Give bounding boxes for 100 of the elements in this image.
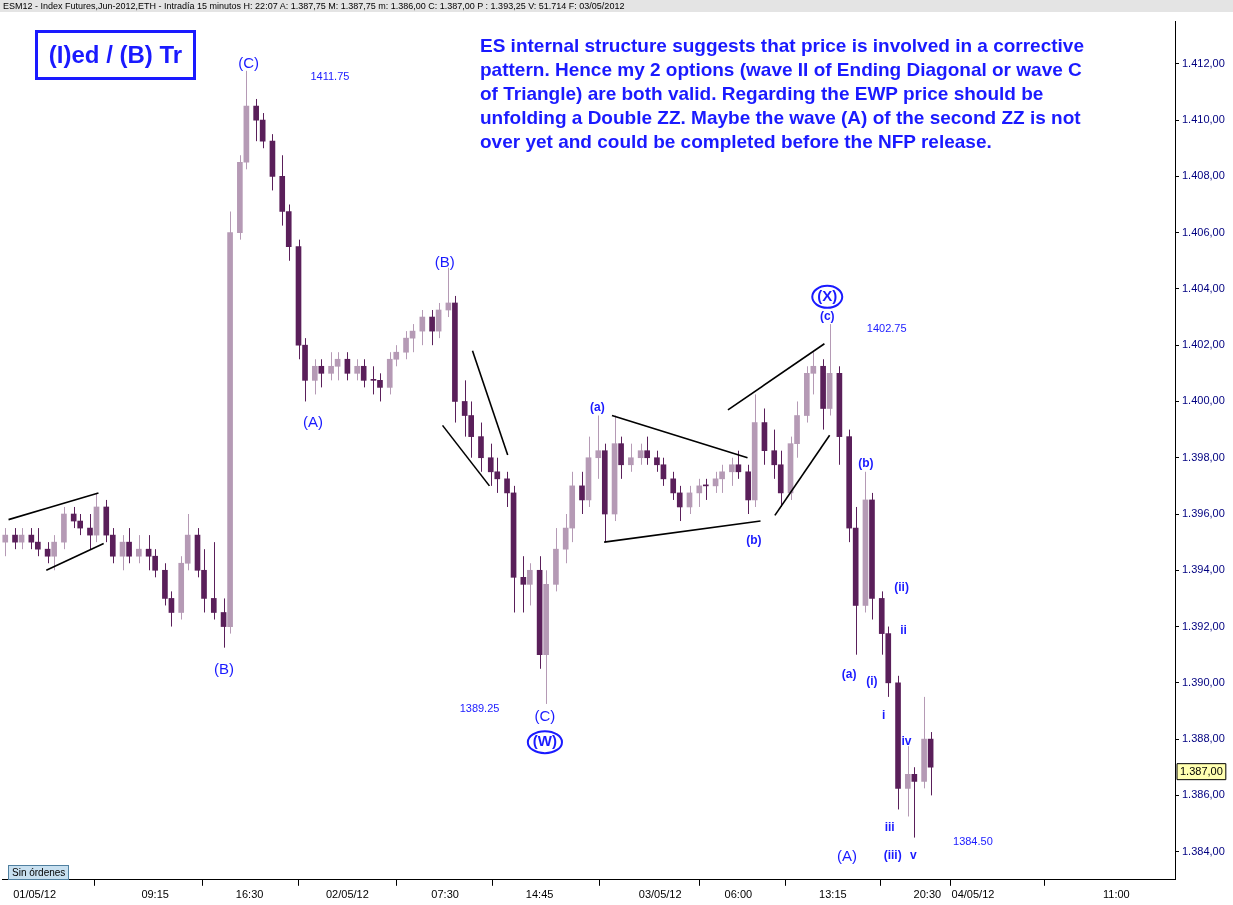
annotation: 1402.75 — [866, 322, 907, 335]
candlestick — [2, 527, 9, 557]
candlestick — [119, 534, 126, 571]
candlestick — [419, 309, 426, 346]
y-tick-label: 1.386,00 — [1182, 788, 1225, 801]
y-tick-label: 1.402,00 — [1182, 338, 1225, 351]
annotation: iii — [884, 820, 895, 835]
candlestick — [562, 513, 569, 564]
text: 1.387,00 — [1180, 764, 1223, 777]
annotation: 1411.75 — [310, 69, 350, 82]
x-tick-label: 13:15 — [819, 888, 847, 901]
candlestick — [311, 358, 318, 395]
y-tick-label: 1.400,00 — [1182, 394, 1225, 407]
x-tick-label: 14:45 — [525, 888, 554, 901]
x-tick-label: 04/05/12 — [951, 888, 995, 901]
x-tick-label: 03/05/12 — [638, 888, 682, 901]
y-tick-label: 1.398,00 — [1182, 450, 1225, 463]
candlestick — [77, 513, 84, 536]
annotation: ii — [900, 623, 907, 638]
annotation: (X) — [817, 286, 838, 304]
candlestick — [676, 485, 683, 522]
candlestick — [126, 527, 132, 564]
annotation: (i) — [866, 673, 878, 688]
candlestick — [354, 358, 360, 381]
x-tick-label: 01/05/12 — [13, 888, 56, 901]
x-tick-label: 11:00 — [1102, 888, 1130, 901]
candlestick — [220, 597, 227, 649]
annotation: (B) — [213, 659, 234, 677]
candlestick — [360, 358, 367, 388]
candlestick — [644, 436, 650, 466]
text: (I)ed / (B) Tr — [35, 30, 196, 80]
candlestick — [527, 562, 533, 606]
candlestick — [595, 415, 602, 480]
candlestick — [70, 506, 77, 529]
annotation: (b) — [746, 532, 762, 547]
annotation: i — [882, 707, 886, 722]
x-tick-label: 07:30 — [431, 888, 459, 901]
candlestick — [12, 527, 18, 550]
x-tick-label: 09:15 — [141, 888, 169, 901]
candlestick — [403, 330, 409, 360]
annotation: 1384.50 — [953, 835, 993, 848]
y-tick-label: 1.406,00 — [1182, 225, 1225, 238]
candlestick — [44, 541, 51, 564]
candlestick — [618, 436, 624, 480]
candlestick — [210, 541, 217, 621]
annotation: (W) — [532, 732, 557, 750]
y-tick-label: 1.390,00 — [1182, 675, 1225, 688]
candlestick — [735, 450, 742, 480]
candlestick — [729, 457, 735, 487]
candlestick — [696, 478, 703, 508]
y-tick-label: 1.388,00 — [1182, 732, 1225, 745]
candlestick — [51, 534, 57, 571]
y-tick-label: 1.410,00 — [1182, 113, 1225, 126]
candlestick — [344, 351, 351, 381]
y-tick-label: 1.408,00 — [1182, 169, 1225, 182]
annotation: (C) — [534, 706, 556, 724]
x-tick-label: 02/05/12 — [325, 888, 369, 901]
x-tick-label: 20:30 — [913, 888, 942, 901]
y-tick-label: 1.394,00 — [1182, 563, 1225, 576]
annotation: (b) — [858, 456, 874, 471]
candlestick — [670, 471, 677, 501]
candlestick — [911, 766, 918, 839]
candlestick — [318, 358, 325, 388]
annotation: ES internal structure suggests that price is involved in a corrective pattern. Hence my 2 options (wave II of Ending Diagonal or wave C of Triangle) are both valid. Regarding the EWP price should be unfolding a Double ZZ. Maybe the wave (A) of the second ZZ is not over yet and could be completed before the NFP release. — [480, 34, 1085, 154]
annotation: (a) — [841, 666, 857, 681]
candlestick — [28, 527, 35, 550]
annotation: (ii) — [894, 580, 909, 595]
y-tick-label: 1.384,00 — [1182, 844, 1225, 857]
annotation: (c) — [819, 308, 835, 323]
annotation: 1389.25 — [459, 701, 500, 714]
x-tick-label: 16:30 — [235, 888, 264, 901]
y-tick-label: 1.404,00 — [1182, 281, 1225, 294]
annotation: (a) — [590, 400, 605, 415]
annotation: (A) — [303, 412, 324, 430]
candlestick — [520, 555, 527, 613]
candlestick — [429, 309, 435, 346]
annotation: (C) — [238, 54, 260, 72]
y-tick-label: 1.412,00 — [1182, 56, 1225, 69]
candlestick — [478, 422, 484, 473]
candlestick — [637, 443, 644, 466]
candlestick — [904, 745, 911, 817]
annotation: (A) — [837, 847, 858, 865]
y-tick-label: 1.392,00 — [1182, 619, 1225, 632]
annotation: (iii) — [883, 847, 902, 862]
chart-subtitle: ESM12 - Index Futures,Jun-2012,ETH - Intradía 15 minutos H: 22:07 A: 1.387,75 M: 1.387,75 m: 1.386,00 C: 1.387,00 P : 1.393,25 V: 51.714 F: 03/05/2012 — [0, 0, 1233, 12]
x-tick-label: 06:00 — [724, 888, 753, 901]
annotation: v — [910, 847, 918, 862]
candlestick — [253, 98, 259, 142]
candlestick — [109, 527, 116, 564]
annotation: iv — [901, 734, 912, 749]
candlestick — [579, 471, 585, 515]
candlestick — [35, 527, 41, 557]
annotation: (B) — [434, 252, 455, 270]
candlestick — [136, 534, 142, 564]
annotation: Sin órdenes — [8, 865, 70, 880]
candlestick — [628, 443, 634, 473]
candlestick — [719, 464, 725, 494]
y-tick-label: 1.396,00 — [1182, 507, 1225, 520]
candlestick — [87, 513, 93, 550]
candlestick — [504, 471, 510, 508]
